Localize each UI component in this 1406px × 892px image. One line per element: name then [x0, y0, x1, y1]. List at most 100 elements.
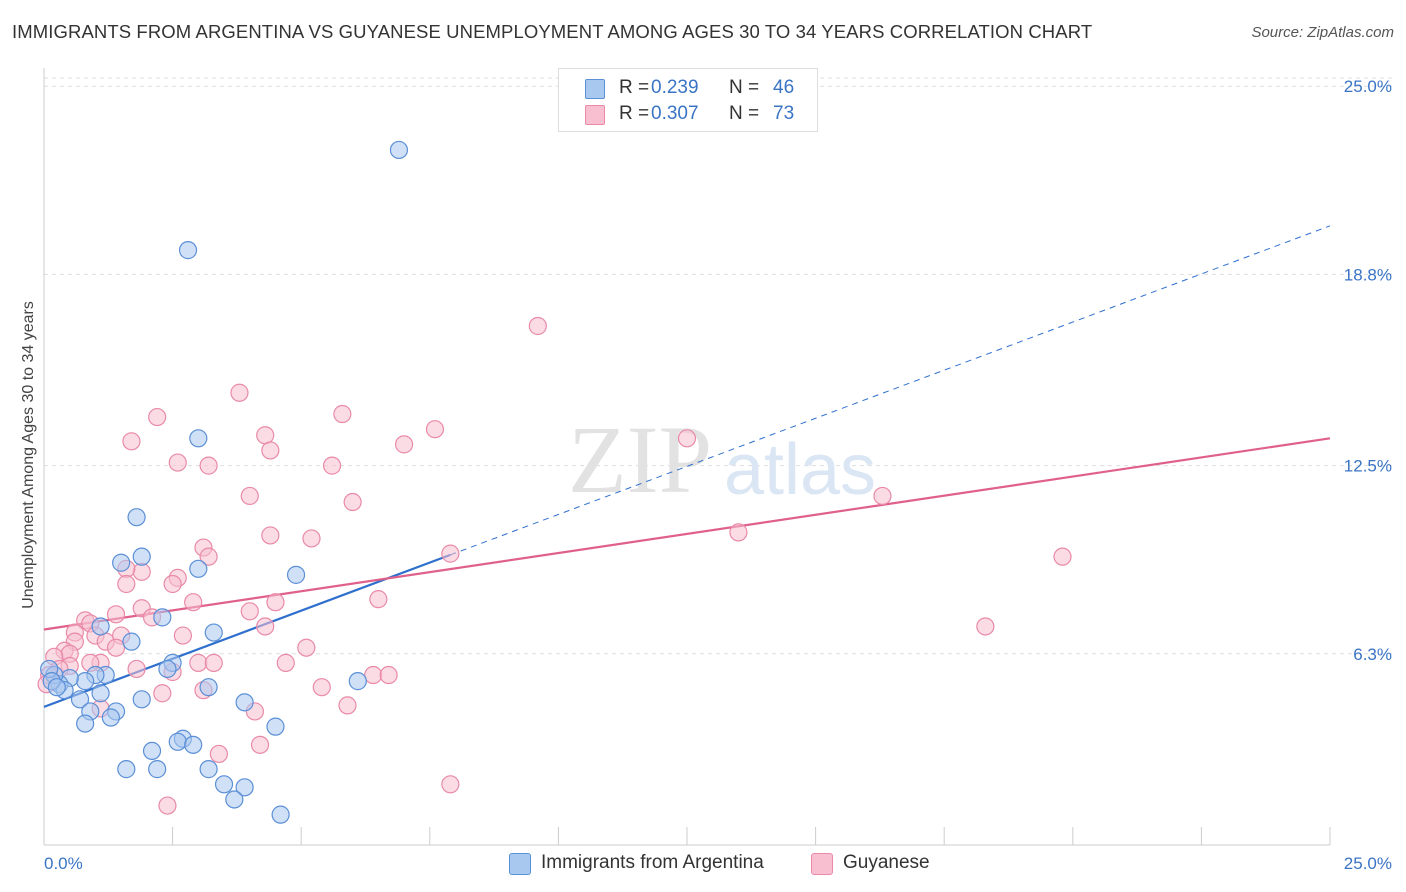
- chart-title: IMMIGRANTS FROM ARGENTINA VS GUYANESE UN…: [12, 21, 1093, 42]
- point-guyanese: [106, 605, 126, 624]
- point-argentina: [199, 678, 218, 697]
- point-argentina: [91, 617, 110, 636]
- data-points: [37, 140, 1072, 824]
- point-guyanese: [441, 775, 460, 794]
- point-guyanese: [528, 316, 547, 336]
- trend-line-guyanese: [43, 437, 1331, 631]
- point-guyanese: [250, 735, 270, 754]
- point-argentina: [235, 778, 254, 797]
- y-tick-label: 25.0%: [1344, 77, 1392, 96]
- point-guyanese: [173, 626, 192, 645]
- point-argentina: [112, 553, 131, 572]
- point-argentina: [122, 632, 141, 651]
- point-guyanese: [338, 696, 357, 715]
- point-argentina: [142, 741, 162, 761]
- point-guyanese: [379, 665, 398, 685]
- point-argentina: [70, 690, 90, 709]
- x-tick-label-max: 25.0%: [1344, 854, 1392, 873]
- point-guyanese: [322, 456, 342, 475]
- point-guyanese: [261, 441, 280, 460]
- legend-n-label: N =: [729, 77, 760, 98]
- point-guyanese: [184, 593, 203, 612]
- bottom-legend-swatch-argentina: [509, 853, 531, 875]
- legend-r-value: 0.239: [651, 77, 699, 98]
- y-tick-label: 12.5%: [1344, 457, 1392, 476]
- point-guyanese: [209, 744, 228, 764]
- point-argentina: [148, 760, 167, 779]
- bottom-legend-swatch-guyanese: [811, 853, 833, 875]
- point-guyanese: [204, 653, 223, 672]
- watermark-zip: ZIP: [568, 406, 712, 513]
- point-argentina: [235, 693, 254, 712]
- point-guyanese: [394, 435, 414, 454]
- point-guyanese: [230, 383, 249, 402]
- point-guyanese: [261, 526, 280, 545]
- correlation-legend: R = 0.239 N = 46 R = 0.307 N = 73: [558, 68, 818, 132]
- point-guyanese: [240, 602, 259, 621]
- point-guyanese: [343, 492, 362, 512]
- point-argentina: [266, 717, 285, 736]
- legend-n-value: 73: [773, 103, 795, 124]
- axes: 6.3% 12.5% 18.8% 25.0%: [43, 68, 1392, 846]
- point-argentina: [132, 547, 151, 566]
- point-guyanese: [297, 638, 316, 657]
- point-argentina: [153, 608, 172, 627]
- y-tick-label: 18.8%: [1344, 265, 1392, 284]
- point-argentina: [271, 805, 290, 824]
- y-tick-label: 6.3%: [1353, 645, 1392, 664]
- point-argentina: [132, 690, 151, 709]
- point-guyanese: [976, 617, 995, 636]
- legend-swatch-argentina: [585, 79, 605, 99]
- legend-n-value: 46: [773, 77, 795, 98]
- point-argentina: [348, 672, 367, 691]
- point-guyanese: [189, 653, 208, 672]
- point-argentina: [178, 241, 198, 260]
- point-guyanese: [729, 523, 748, 542]
- point-argentina: [214, 775, 234, 794]
- point-guyanese: [1053, 547, 1072, 566]
- point-guyanese: [266, 593, 285, 612]
- point-guyanese: [369, 590, 388, 609]
- point-argentina: [286, 565, 306, 584]
- point-argentina: [76, 672, 95, 691]
- point-argentina: [101, 708, 120, 727]
- point-guyanese: [199, 547, 218, 566]
- grid-lines: [44, 77, 1392, 655]
- point-argentina: [189, 429, 208, 448]
- legend-r-value: 0.307: [651, 103, 699, 124]
- point-argentina: [127, 508, 146, 527]
- trend-line-argentina-extension: [450, 225, 1331, 556]
- point-argentina: [225, 790, 244, 809]
- point-guyanese: [132, 562, 151, 581]
- point-argentina: [47, 678, 66, 697]
- legend-r-label: R =: [619, 103, 650, 124]
- point-guyanese: [153, 684, 172, 703]
- point-guyanese: [117, 574, 136, 594]
- point-guyanese: [441, 544, 460, 563]
- y-axis-label: Unemployment Among Ages 30 to 34 years: [20, 301, 37, 609]
- point-guyanese: [256, 617, 275, 636]
- point-argentina: [168, 732, 187, 751]
- point-guyanese: [677, 429, 697, 448]
- point-argentina: [76, 714, 95, 733]
- point-argentina: [184, 735, 203, 754]
- legend-r-label: R =: [619, 77, 650, 98]
- point-guyanese: [158, 796, 177, 815]
- point-guyanese: [106, 638, 126, 657]
- point-argentina: [158, 659, 177, 679]
- point-guyanese: [122, 432, 141, 451]
- bottom-legend-label-guyanese: Guyanese: [843, 852, 930, 873]
- point-guyanese: [127, 659, 146, 679]
- source-credit: Source: ZipAtlas.com: [1251, 24, 1394, 41]
- x-tick-label-min: 0.0%: [44, 854, 83, 873]
- point-guyanese: [302, 529, 321, 548]
- point-guyanese: [240, 486, 259, 506]
- point-argentina: [117, 760, 136, 779]
- point-guyanese: [256, 426, 275, 445]
- point-guyanese: [199, 456, 218, 475]
- legend-n-label: N =: [729, 103, 760, 124]
- point-guyanese: [873, 486, 892, 506]
- point-guyanese: [148, 407, 167, 427]
- legend-swatch-guyanese: [585, 105, 605, 125]
